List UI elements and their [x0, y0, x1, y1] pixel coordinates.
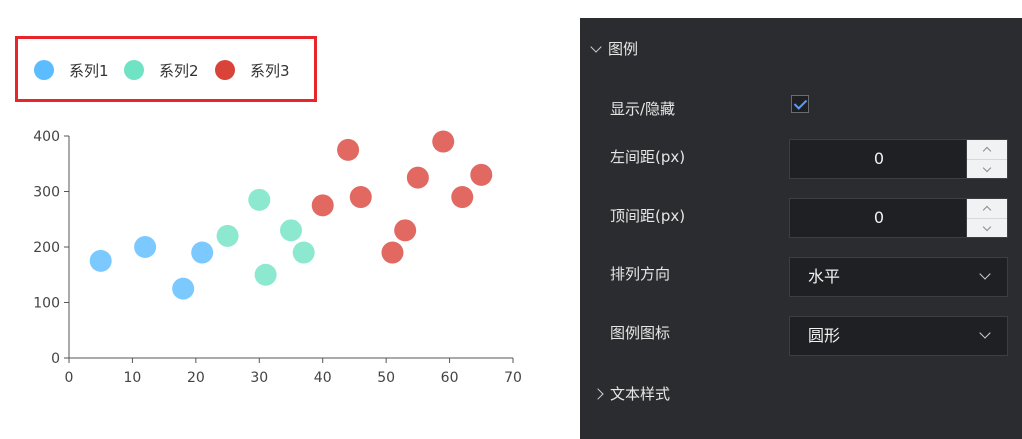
chevron-up-icon	[983, 147, 991, 155]
decrement-button[interactable]	[967, 159, 1007, 178]
chevron-down-icon	[590, 41, 601, 52]
y-tick-label: 100	[33, 296, 60, 312]
x-tick-label: 30	[250, 370, 268, 386]
top-margin-stepper[interactable]: 0	[789, 198, 1008, 238]
legend-section-title: 图例	[608, 38, 638, 59]
series-2-point	[255, 264, 277, 286]
series-2-point	[280, 219, 302, 241]
top-margin-label: 顶间距(px)	[610, 205, 685, 226]
series-3-point	[407, 167, 429, 189]
series-3-point	[337, 139, 359, 161]
series-3-point	[312, 194, 334, 216]
x-tick-label: 40	[314, 370, 332, 386]
series-2-point	[293, 242, 315, 264]
series-3-point	[432, 131, 454, 153]
x-tick-label: 60	[441, 370, 459, 386]
x-tick-label: 10	[124, 370, 142, 386]
y-tick-label: 200	[33, 240, 60, 256]
series-2-point	[248, 189, 270, 211]
series-3-point	[394, 219, 416, 241]
y-tick-label: 0	[51, 351, 60, 367]
text-style-section-title: 文本样式	[610, 383, 670, 404]
legend-section-header[interactable]: 图例	[592, 38, 638, 59]
series-1-point	[172, 278, 194, 300]
legend-icon-select[interactable]: 圆形	[789, 316, 1008, 356]
series-1-point	[191, 242, 213, 264]
legend-icon-label: 图例图标	[610, 322, 670, 343]
x-tick-label: 20	[187, 370, 205, 386]
orientation-select[interactable]: 水平	[789, 257, 1008, 297]
y-tick-label: 300	[33, 185, 60, 201]
left-margin-input[interactable]: 0	[790, 140, 968, 178]
chevron-right-icon	[592, 388, 603, 399]
series-3-point	[381, 242, 403, 264]
increment-button[interactable]	[967, 199, 1007, 218]
x-tick-label: 0	[65, 370, 74, 386]
settings-panel: 图例 显示/隐藏 左间距(px) 0 顶间距(px) 0 排列方向 水平 图例图…	[580, 18, 1022, 439]
chevron-down-icon	[979, 327, 990, 338]
series-3-point	[470, 164, 492, 186]
text-style-section-header[interactable]: 文本样式	[594, 383, 670, 404]
series-2-point	[217, 225, 239, 247]
increment-button[interactable]	[967, 140, 1007, 159]
show-hide-label: 显示/隐藏	[610, 98, 675, 119]
y-tick-label: 400	[33, 129, 60, 145]
x-tick-label: 70	[504, 370, 522, 386]
legend-icon-value: 圆形	[808, 317, 840, 355]
series-3-point	[451, 186, 473, 208]
left-margin-stepper[interactable]: 0	[789, 139, 1008, 179]
left-margin-label: 左间距(px)	[610, 146, 685, 167]
decrement-button[interactable]	[967, 218, 1007, 237]
orientation-label: 排列方向	[610, 263, 670, 284]
chevron-down-icon	[983, 163, 991, 171]
chart-points	[90, 131, 493, 300]
chevron-up-icon	[983, 206, 991, 214]
chevron-down-icon	[983, 222, 991, 230]
series-1-point	[90, 250, 112, 272]
chevron-down-icon	[979, 268, 990, 279]
show-hide-checkbox[interactable]	[791, 95, 809, 113]
series-3-point	[350, 186, 372, 208]
series-1-point	[134, 236, 156, 258]
x-tick-label: 50	[377, 370, 395, 386]
legend-highlight-box	[15, 36, 317, 102]
orientation-value: 水平	[808, 258, 840, 296]
check-icon	[793, 96, 806, 109]
top-margin-input[interactable]: 0	[790, 199, 968, 237]
